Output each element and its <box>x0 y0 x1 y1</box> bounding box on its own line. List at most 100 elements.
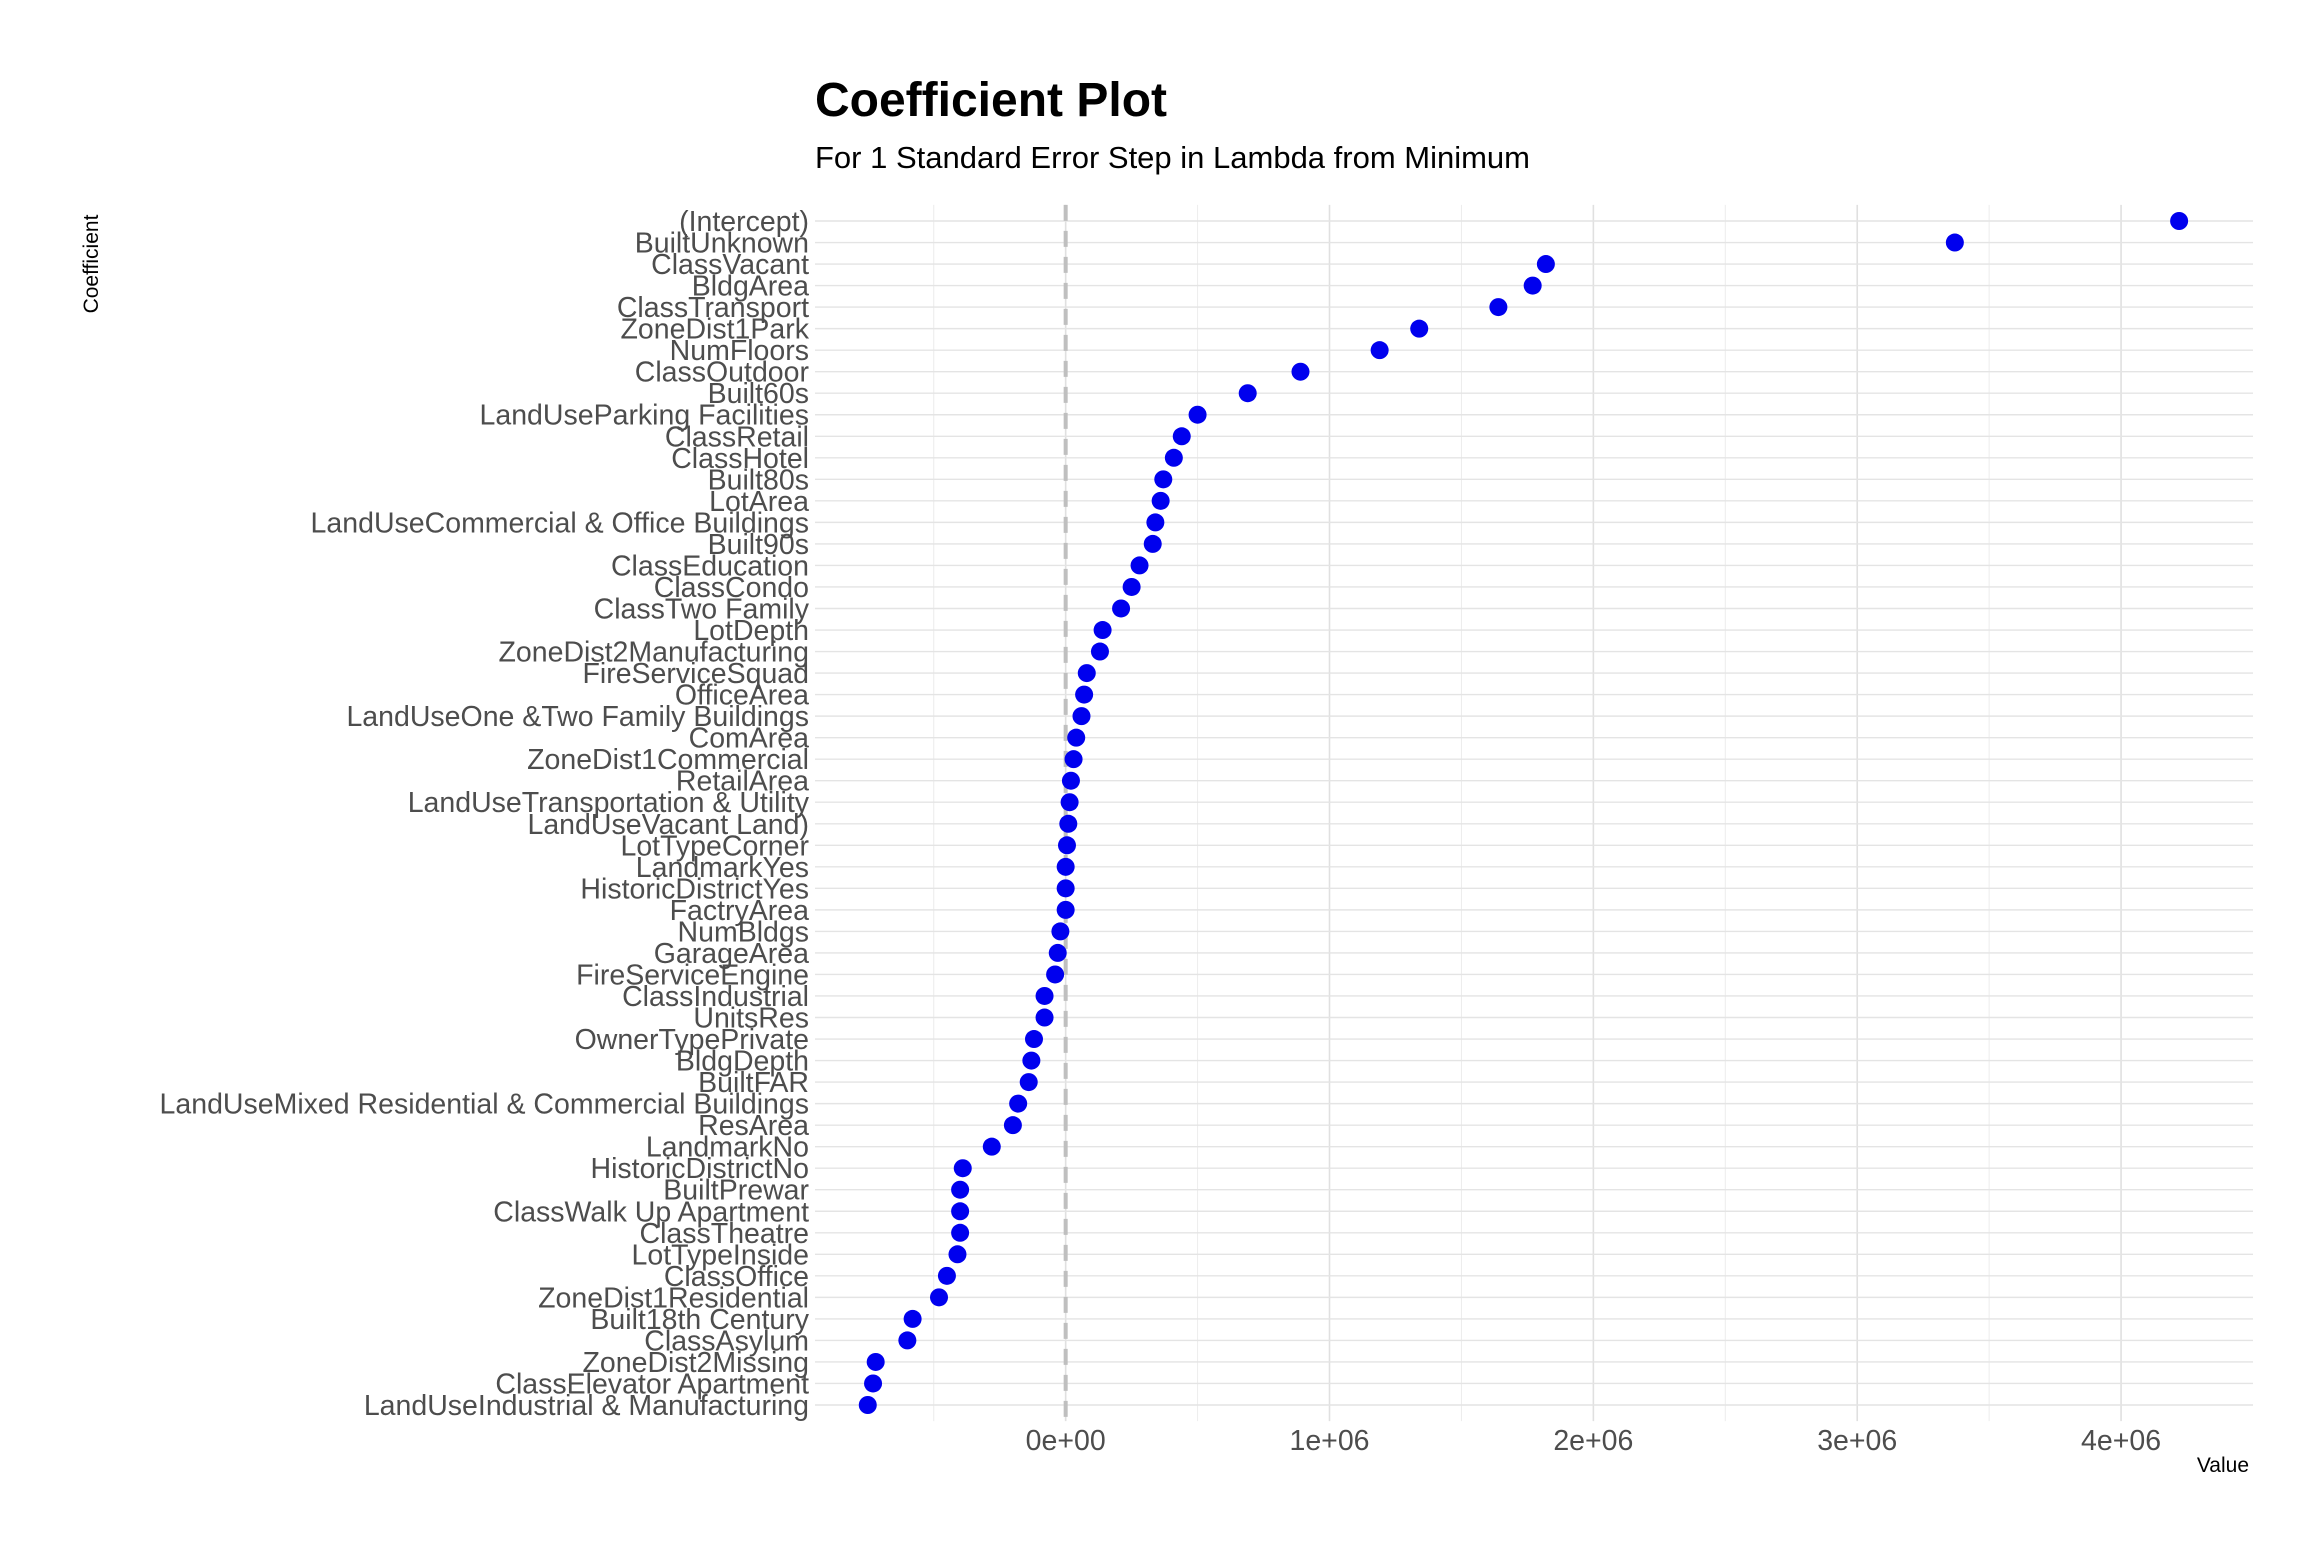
data-point <box>1188 405 1207 424</box>
data-point <box>1523 276 1542 295</box>
y-tick-label: ClassIndustrial <box>622 981 809 1013</box>
y-tick-label: LotArea <box>709 486 809 518</box>
y-tick-label: LandUseVacant Land) <box>527 809 809 841</box>
data-point <box>951 1223 970 1242</box>
data-point <box>937 1266 956 1285</box>
data-point <box>1536 255 1555 274</box>
data-point <box>1151 491 1170 510</box>
y-tick-labels: (Intercept)BuiltUnknownClassVacantBldgAr… <box>160 206 810 1422</box>
data-point <box>858 1396 877 1414</box>
y-tick-label: LotDepth <box>693 615 809 647</box>
y-tick-label: ZoneDist2Manufacturing <box>499 637 810 669</box>
data-point <box>1035 986 1054 1005</box>
y-tick-label: BuiltUnknown <box>635 228 809 260</box>
data-point <box>1057 836 1076 855</box>
chart-title: Coefficient Plot <box>815 74 1167 127</box>
data-point <box>948 1245 967 1264</box>
x-tick-label: 3e+06 <box>1817 1425 1897 1457</box>
y-tick-label: LandUseCommercial & Office Buildings <box>311 507 809 539</box>
y-tick-label: ClassEducation <box>611 550 809 582</box>
data-point <box>1046 965 1065 984</box>
y-tick-label: ZoneDist1Commercial <box>527 744 809 776</box>
x-tick-label: 2e+06 <box>1553 1425 1633 1457</box>
data-point <box>1370 341 1389 360</box>
data-point <box>951 1202 970 1221</box>
y-tick-label: RetailArea <box>676 766 809 798</box>
y-tick-label: LandUseMixed Residential & Commercial Bu… <box>160 1089 809 1121</box>
y-tick-label: LandUseTransportation & Utility <box>408 787 810 819</box>
grid <box>815 204 2253 1422</box>
y-tick-label: ClassCondo <box>654 572 809 604</box>
x-tick-label: 4e+06 <box>2081 1425 2161 1457</box>
y-tick-label: FactryArea <box>670 895 810 927</box>
y-tick-label: ClassElevator Apartment <box>495 1368 809 1400</box>
y-tick-label: ZoneDist1Park <box>621 314 810 346</box>
data-point <box>1075 685 1094 704</box>
data-point <box>1172 427 1191 446</box>
data-point <box>1056 857 1075 876</box>
y-tick-label: FireServiceSquad <box>582 658 809 690</box>
y-tick-label: Built80s <box>708 464 809 496</box>
data-point <box>1056 879 1075 898</box>
x-tick-label: 1e+06 <box>1289 1425 1369 1457</box>
data-point <box>1122 577 1141 596</box>
data-point <box>1130 556 1149 575</box>
data-point <box>1003 1116 1022 1135</box>
y-tick-label: FireServiceEngine <box>576 959 809 991</box>
y-tick-label: LotTypeCorner <box>620 830 809 862</box>
y-tick-label: LandUseOne &Two Family Buildings <box>346 701 809 733</box>
data-point <box>1291 362 1310 381</box>
points-layer <box>858 212 2189 1414</box>
data-point <box>1072 707 1091 726</box>
data-point <box>898 1331 917 1350</box>
data-point <box>1064 750 1083 769</box>
x-tick-labels: 0e+00 1e+06 2e+06 3e+06 4e+06 <box>1026 1425 2161 1457</box>
data-point <box>951 1180 970 1199</box>
data-point <box>1112 599 1131 618</box>
data-point <box>1059 814 1078 833</box>
y-tick-label: UnitsRes <box>693 1003 809 1035</box>
data-point <box>903 1309 922 1328</box>
y-tick-label: Built18th Century <box>590 1304 809 1336</box>
y-tick-label: NumFloors <box>670 335 809 367</box>
y-tick-label: Built90s <box>708 529 809 561</box>
y-tick-label: NumBldgs <box>678 916 809 948</box>
data-point <box>1238 384 1257 403</box>
y-tick-label: ClassRetail <box>665 421 809 453</box>
data-point <box>866 1352 885 1371</box>
y-tick-label: BldgArea <box>692 271 809 303</box>
data-point <box>1009 1094 1028 1113</box>
y-tick-label: LandmarkYes <box>636 852 809 884</box>
data-point <box>1022 1051 1041 1070</box>
data-point <box>1093 621 1112 640</box>
y-tick-label: HistoricDistrictNo <box>590 1153 809 1185</box>
y-tick-label: ClassTheatre <box>640 1218 809 1250</box>
y-tick-label: ClassTransport <box>617 292 809 324</box>
y-tick-label: LandUseIndustrial & Manufacturing <box>364 1390 809 1422</box>
data-point <box>1090 642 1109 661</box>
y-tick-label: LotTypeInside <box>632 1239 809 1271</box>
y-tick-label: OwnerTypePrivate <box>575 1024 809 1056</box>
y-tick-label: LandUseParking Facilities <box>480 400 810 432</box>
y-tick-label: BldgDepth <box>676 1046 809 1078</box>
data-point <box>982 1137 1001 1156</box>
data-point <box>1164 448 1183 467</box>
data-point <box>1048 943 1067 962</box>
x-axis-title: Value <box>2197 1454 2249 1477</box>
y-tick-label: GarageArea <box>654 938 809 970</box>
data-point <box>1489 298 1508 317</box>
data-point <box>864 1374 883 1393</box>
y-tick-label: ClassTwo Family <box>594 593 810 625</box>
y-tick-label: ZoneDist1Residential <box>538 1282 809 1314</box>
data-point <box>1060 793 1079 812</box>
y-tick-label: ClassOffice <box>664 1261 809 1293</box>
data-point <box>1056 900 1075 919</box>
y-axis-title: Coefficient <box>80 214 103 313</box>
y-tick-label: Built60s <box>708 378 809 410</box>
y-tick-label: HistoricDistrictYes <box>580 873 809 905</box>
y-tick-label: ClassOutdoor <box>635 357 810 389</box>
y-tick-label: ZoneDist2Missing <box>583 1347 810 1379</box>
y-tick-label: ClassHotel <box>671 443 809 475</box>
